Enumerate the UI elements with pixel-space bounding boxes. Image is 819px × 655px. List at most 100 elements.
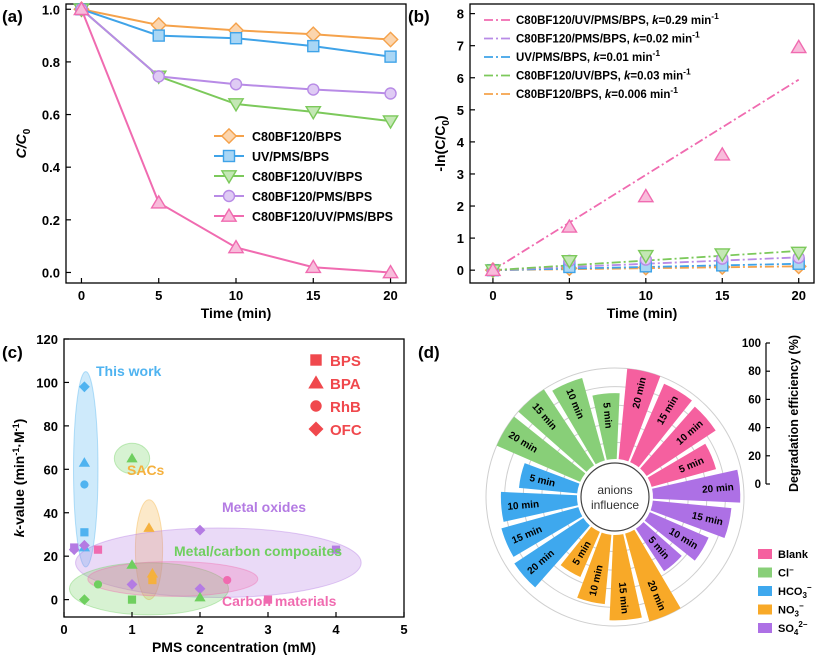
legend-marker (308, 375, 324, 389)
radial-axis-tick-label: 100 (742, 338, 761, 350)
radial-bar (652, 469, 741, 503)
text-part: k (11, 528, 27, 537)
bar-time-label: 10 min (507, 499, 540, 513)
text-part: − (789, 566, 794, 575)
radial-bar (496, 416, 586, 482)
x-tick-label: 20 (791, 288, 805, 303)
x-tick-label: 10 (229, 288, 243, 303)
legend-label: UV/PMS/BPS, k=0.01 min-1 (516, 48, 660, 64)
text-part: SO (778, 623, 794, 635)
group-label: Carbon materials (222, 593, 337, 609)
y-tick-label: 1.0 (42, 2, 60, 17)
radial-bar (514, 517, 590, 588)
legend-label: C80BF120/UV/BPS (252, 170, 362, 184)
y-tick-label: 2 (457, 199, 464, 214)
data-point (304, 258, 322, 274)
panel-label-a: (a) (2, 7, 23, 26)
text-part: Blank (778, 549, 809, 561)
text-part: -1 (683, 67, 691, 77)
y-tick-label: 8 (457, 7, 464, 22)
y-tick-label: 0.0 (42, 265, 60, 280)
x-tick-label: 0 (78, 288, 85, 303)
panel-c-chart: 0 1 2 3 4 5 0 20 40 60 80 100 120 PMS concentration (… (11, 332, 408, 655)
data-point (126, 559, 138, 569)
data-point (382, 264, 399, 279)
x-tick-label: 4 (332, 622, 340, 637)
x-tick-label: 5 (566, 288, 573, 303)
text-part: =0.29 min (659, 15, 712, 27)
text-part: ) (11, 419, 27, 424)
radial-bar (609, 534, 642, 621)
y-axis-label: C/C0 (13, 128, 33, 158)
plot-frame (469, 3, 815, 284)
legend-marker (220, 127, 238, 145)
x-tick-label: 5 (400, 622, 407, 637)
x-tick-label: 3 (264, 622, 271, 637)
x-tick-label: 0 (489, 288, 496, 303)
radial-bar (644, 512, 709, 561)
y-tick-label: 0 (457, 263, 464, 278)
text-part: HCO (778, 586, 803, 598)
group-label: This work (96, 363, 162, 379)
data-point (305, 26, 322, 43)
radial-bar (518, 389, 595, 472)
fit-line (492, 78, 800, 271)
legend-label: RhB (330, 399, 361, 416)
data-point (307, 83, 320, 96)
legend-label: BPS (330, 353, 361, 370)
radial-bar (592, 393, 620, 460)
data-point (80, 480, 89, 489)
text-part: 3 (795, 610, 800, 619)
data-point (382, 115, 399, 130)
data-point (148, 575, 157, 585)
x-axis-label: PMS concentration (mM) (152, 639, 316, 655)
group-ellipse (68, 562, 230, 616)
data-point (78, 457, 91, 467)
data-point (194, 524, 206, 536)
panel-label-d: (d) (418, 343, 440, 362)
text-part: -1 (652, 48, 660, 58)
legend-label: Cl− (778, 566, 794, 580)
text-part: ·M (11, 431, 27, 447)
y-axis-label: -ln(C/C0) (432, 115, 452, 171)
data-point (78, 539, 90, 551)
x-tick-label: 15 (306, 288, 320, 303)
legend-swatch (758, 549, 772, 559)
legend-swatch (758, 623, 772, 633)
data-point (307, 39, 320, 53)
y-tick-label: 0.6 (42, 108, 60, 123)
data-point (384, 50, 397, 63)
legend-label: Blank (778, 549, 809, 561)
text-part: Cl (778, 568, 789, 580)
data-point (227, 239, 245, 254)
data-point (263, 595, 273, 604)
radial-bar (650, 500, 732, 539)
y-tick-label: 100 (36, 375, 58, 390)
text-part: =0.02 min (639, 34, 692, 46)
data-point (194, 591, 206, 602)
legend-marker (310, 400, 322, 412)
legend-marker (220, 207, 238, 222)
y-axis-label: k-value (min-1·M-1) (11, 419, 27, 538)
center-label: anions (597, 483, 632, 497)
legend-label: C80BF120/PMS/BPS, k=0.02 min-1 (516, 30, 700, 46)
legend-label: OFC (330, 422, 362, 439)
radial-bar (552, 378, 605, 465)
text-part: =0.006 min (611, 89, 670, 101)
legend-label: C80BF120/BPS (252, 130, 342, 144)
y-tick-label: 60 (44, 462, 58, 477)
x-tick-label: 0 (60, 622, 67, 637)
grid-circle (485, 367, 745, 627)
data-point (80, 528, 89, 537)
legend-label: UV/PMS/BPS (252, 150, 329, 164)
data-point (637, 188, 655, 203)
center-label: influence (591, 498, 639, 512)
data-point (143, 522, 155, 532)
data-point (78, 381, 90, 393)
data-point (93, 545, 103, 554)
data-point (382, 31, 399, 48)
text-part: k (633, 34, 640, 46)
text-part: − (807, 583, 812, 592)
data-point (484, 261, 502, 277)
text-part: -1 (670, 85, 678, 95)
